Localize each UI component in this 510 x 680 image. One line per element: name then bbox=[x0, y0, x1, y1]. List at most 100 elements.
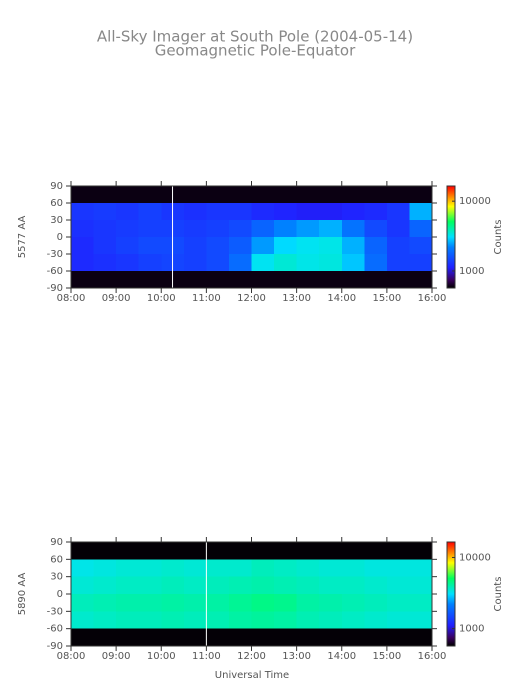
colorbar-step bbox=[447, 200, 455, 202]
colorbar-step bbox=[447, 601, 455, 603]
colorbar-step bbox=[447, 229, 455, 231]
colorbar-step bbox=[447, 612, 455, 614]
x-tick-label: 12:00 bbox=[237, 651, 266, 662]
colorbar-step bbox=[447, 197, 455, 199]
heatmap-cell bbox=[138, 237, 162, 255]
colorbar-step bbox=[447, 622, 455, 624]
heatmap-cell bbox=[341, 559, 365, 578]
heatmap-cell bbox=[296, 203, 320, 221]
heatmap-cell bbox=[71, 594, 95, 612]
colorbar-step bbox=[447, 545, 455, 547]
colorbar-step bbox=[447, 630, 455, 632]
colorbar-step bbox=[447, 228, 455, 230]
y-tick-label: -90 bbox=[47, 641, 63, 652]
heatmap-cell bbox=[386, 628, 410, 647]
heatmap-cell bbox=[296, 594, 320, 612]
heatmap-cell bbox=[138, 628, 162, 647]
heatmap-cell bbox=[274, 237, 298, 255]
colorbar-step bbox=[447, 621, 455, 623]
heatmap-cell bbox=[71, 559, 95, 578]
colorbar-step bbox=[447, 281, 455, 283]
colorbar-step bbox=[447, 272, 455, 274]
y-tick-label: 30 bbox=[50, 215, 63, 226]
heatmap-cell bbox=[93, 611, 117, 630]
colorbar-step bbox=[447, 616, 455, 618]
colorbar-tick-label: 10000 bbox=[459, 552, 491, 563]
colorbar-step bbox=[447, 638, 455, 640]
colorbar-step bbox=[447, 627, 455, 629]
heatmap-cell bbox=[228, 611, 252, 630]
colorbar-step bbox=[447, 226, 455, 228]
colorbar-step bbox=[447, 559, 455, 561]
heatmap-cell bbox=[251, 203, 275, 221]
heatmap-cell bbox=[93, 594, 117, 612]
heatmap-cell bbox=[206, 186, 230, 204]
heatmap-cell bbox=[183, 271, 207, 289]
heatmap-cell bbox=[138, 611, 162, 630]
heatmap-cell bbox=[274, 576, 298, 595]
colorbar-step bbox=[447, 209, 455, 211]
colorbar-step bbox=[447, 220, 455, 222]
colorbar-step bbox=[447, 629, 455, 631]
heatmap-cell bbox=[409, 594, 433, 612]
heatmap-cell bbox=[206, 559, 230, 578]
colorbar-step bbox=[447, 542, 455, 544]
colorbar-step bbox=[447, 640, 455, 642]
colorbar-step bbox=[447, 561, 455, 563]
y-tick-label: -60 bbox=[47, 266, 63, 277]
heatmap-cell bbox=[296, 220, 320, 238]
colorbar-step bbox=[447, 560, 455, 562]
heatmap-cell bbox=[228, 220, 252, 238]
heatmap-cell bbox=[93, 220, 117, 238]
colorbar-step bbox=[447, 248, 455, 250]
colorbar-step bbox=[447, 227, 455, 229]
colorbar-step bbox=[447, 636, 455, 638]
colorbar-step bbox=[447, 233, 455, 235]
colorbar-step bbox=[447, 643, 455, 645]
colorbar-step bbox=[447, 571, 455, 573]
heatmap-cell bbox=[274, 628, 298, 647]
heatmap-cell bbox=[341, 237, 365, 255]
colorbar-step bbox=[447, 214, 455, 216]
x-tick-label: 08:00 bbox=[57, 293, 86, 304]
colorbar-step bbox=[447, 203, 455, 205]
colorbar-step bbox=[447, 215, 455, 217]
heatmap-cell bbox=[274, 542, 298, 560]
heatmap-cell bbox=[319, 576, 343, 595]
colorbar-step bbox=[447, 620, 455, 622]
heatmap-cell bbox=[228, 628, 252, 647]
heatmap-cell bbox=[116, 559, 140, 578]
colorbar-step bbox=[447, 595, 455, 597]
colorbar-step bbox=[447, 609, 455, 611]
x-tick-label: 13:00 bbox=[282, 651, 311, 662]
x-tick-label: 11:00 bbox=[192, 651, 221, 662]
colorbar-step bbox=[447, 564, 455, 566]
colorbar-step bbox=[447, 568, 455, 570]
heatmap-cell bbox=[386, 203, 410, 221]
colorbar-step bbox=[447, 587, 455, 589]
colorbar-step bbox=[447, 554, 455, 556]
colorbar-step bbox=[447, 618, 455, 620]
heatmap-cell bbox=[274, 271, 298, 289]
heatmap-cell bbox=[183, 542, 207, 560]
heatmap-cell bbox=[71, 220, 95, 238]
colorbar-step bbox=[447, 206, 455, 208]
heatmap-cell bbox=[409, 237, 433, 255]
heatmap-cell bbox=[183, 594, 207, 612]
heatmap-cell bbox=[341, 203, 365, 221]
heatmap-cell bbox=[138, 254, 162, 272]
chart-subtitle: Geomagnetic Pole-Equator bbox=[155, 42, 356, 60]
colorbar-step bbox=[447, 543, 455, 545]
heatmap-cell bbox=[71, 254, 95, 272]
colorbar-step bbox=[447, 223, 455, 225]
heatmap-cell bbox=[386, 576, 410, 595]
heatmap-cell bbox=[409, 559, 433, 578]
colorbar-step bbox=[447, 598, 455, 600]
colorbar-step bbox=[447, 189, 455, 191]
colorbar-step bbox=[447, 219, 455, 221]
heatmap-cell bbox=[274, 186, 298, 204]
colorbar-step bbox=[447, 557, 455, 559]
colorbar-step bbox=[447, 202, 455, 204]
colorbar-step bbox=[447, 624, 455, 626]
